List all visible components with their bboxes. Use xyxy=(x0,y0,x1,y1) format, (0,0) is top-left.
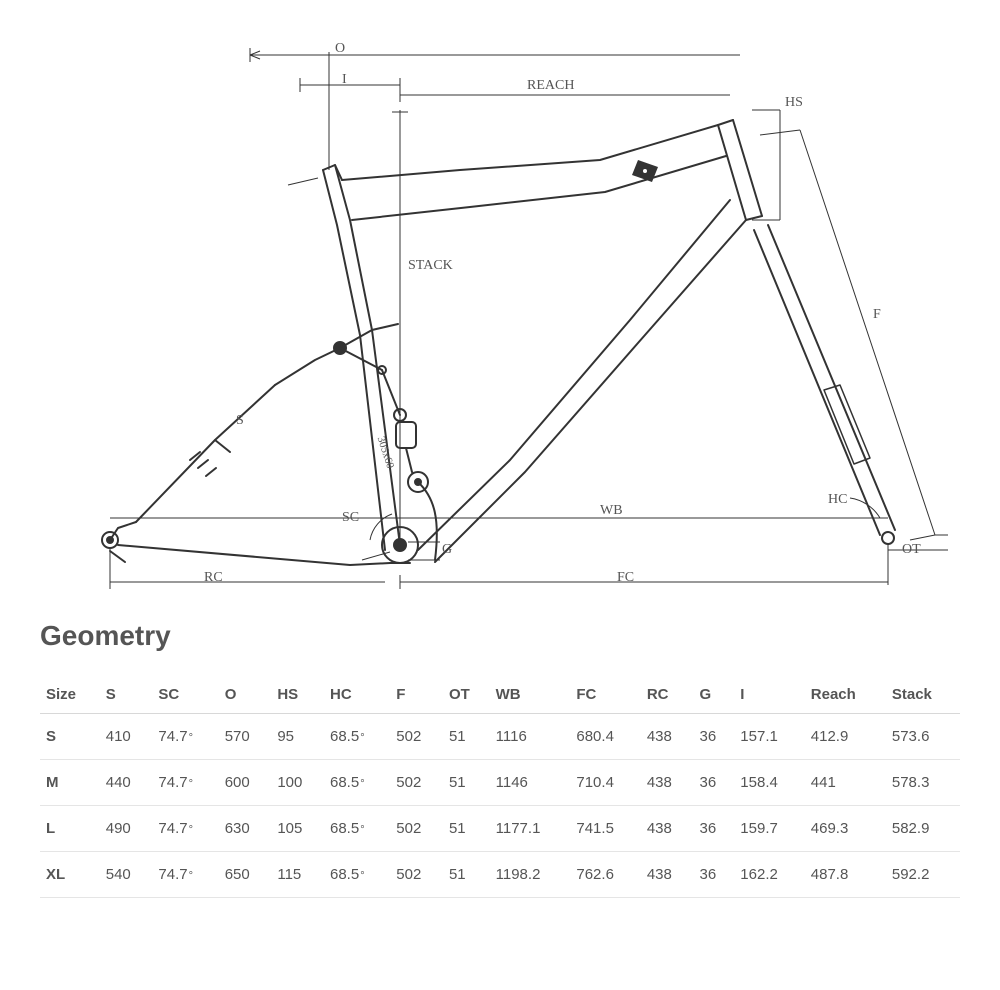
cell: 68.5 xyxy=(324,806,390,852)
label-OT: OT xyxy=(902,542,921,558)
cell: 540 xyxy=(100,852,153,898)
cell: 710.4 xyxy=(570,760,640,806)
cell: 1177.1 xyxy=(490,806,571,852)
cell: 438 xyxy=(641,806,694,852)
cell: 600 xyxy=(219,760,272,806)
cell: 762.6 xyxy=(570,852,640,898)
cell: 51 xyxy=(443,852,490,898)
cell: 487.8 xyxy=(805,852,886,898)
cell: 1198.2 xyxy=(490,852,571,898)
column-header: I xyxy=(734,676,804,714)
column-header: Size xyxy=(40,676,100,714)
cell: 68.5 xyxy=(324,760,390,806)
cell: 68.5 xyxy=(324,852,390,898)
cell: 578.3 xyxy=(886,760,960,806)
label-I: I xyxy=(342,72,347,88)
frame-geometry-diagram: O I REACH HS STACK F S SC WB HC OT FC RC… xyxy=(40,20,960,610)
cell: 502 xyxy=(390,714,443,760)
label-HS: HS xyxy=(785,95,803,111)
label-FC: FC xyxy=(617,570,634,586)
cell: 680.4 xyxy=(570,714,640,760)
cell: 74.7 xyxy=(152,852,218,898)
section-title: Geometry xyxy=(40,620,960,652)
column-header: HS xyxy=(271,676,324,714)
cell: 105 xyxy=(271,806,324,852)
cell: 74.7 xyxy=(152,760,218,806)
column-header: F xyxy=(390,676,443,714)
column-header: FC xyxy=(570,676,640,714)
cell: 502 xyxy=(390,852,443,898)
label-G: G xyxy=(442,542,452,558)
cell: 438 xyxy=(641,852,694,898)
cell: 74.7 xyxy=(152,714,218,760)
table-header: SizeSSCOHSHCFOTWBFCRCGIReachStack xyxy=(40,676,960,714)
cell: 630 xyxy=(219,806,272,852)
cell: 95 xyxy=(271,714,324,760)
cell: 502 xyxy=(390,806,443,852)
cell: 158.4 xyxy=(734,760,804,806)
label-HC: HC xyxy=(828,492,847,508)
cell: 741.5 xyxy=(570,806,640,852)
column-header: S xyxy=(100,676,153,714)
table-row: S41074.75709568.5502511116680.443836157.… xyxy=(40,714,960,760)
table-row: XL54074.765011568.5502511198.2762.643836… xyxy=(40,852,960,898)
cell: 115 xyxy=(271,852,324,898)
cell: 74.7 xyxy=(152,806,218,852)
table-row: L49074.763010568.5502511177.1741.5438361… xyxy=(40,806,960,852)
label-O: O xyxy=(335,41,345,57)
column-header: G xyxy=(694,676,735,714)
cell: 592.2 xyxy=(886,852,960,898)
cell: 570 xyxy=(219,714,272,760)
column-header: SC xyxy=(152,676,218,714)
cell: 100 xyxy=(271,760,324,806)
cell: 502 xyxy=(390,760,443,806)
cell: 36 xyxy=(694,852,735,898)
column-header: HC xyxy=(324,676,390,714)
label-STACK: STACK xyxy=(408,258,453,274)
cell: 36 xyxy=(694,760,735,806)
cell: 573.6 xyxy=(886,714,960,760)
column-header: WB xyxy=(490,676,571,714)
cell: 157.1 xyxy=(734,714,804,760)
cell: 410 xyxy=(100,714,153,760)
column-header: RC xyxy=(641,676,694,714)
label-F: F xyxy=(873,307,881,323)
cell: 159.7 xyxy=(734,806,804,852)
cell: 68.5 xyxy=(324,714,390,760)
cell: XL xyxy=(40,852,100,898)
frame-svg xyxy=(40,20,960,610)
cell: 441 xyxy=(805,760,886,806)
page: O I REACH HS STACK F S SC WB HC OT FC RC… xyxy=(0,0,1000,918)
column-header: Reach xyxy=(805,676,886,714)
cell: 36 xyxy=(694,714,735,760)
cell: 412.9 xyxy=(805,714,886,760)
column-header: O xyxy=(219,676,272,714)
cell: 1146 xyxy=(490,760,571,806)
cell: M xyxy=(40,760,100,806)
label-S: S xyxy=(236,413,244,429)
cell: 440 xyxy=(100,760,153,806)
cell: 1116 xyxy=(490,714,571,760)
cell: 438 xyxy=(641,760,694,806)
label-WB: WB xyxy=(600,503,623,519)
cell: 469.3 xyxy=(805,806,886,852)
cell: 582.9 xyxy=(886,806,960,852)
cell: S xyxy=(40,714,100,760)
table-row: M44074.760010068.5502511146710.443836158… xyxy=(40,760,960,806)
cell: 490 xyxy=(100,806,153,852)
cell: 650 xyxy=(219,852,272,898)
geometry-table: SizeSSCOHSHCFOTWBFCRCGIReachStack S41074… xyxy=(40,676,960,898)
cell: 51 xyxy=(443,760,490,806)
column-header: Stack xyxy=(886,676,960,714)
column-header: OT xyxy=(443,676,490,714)
cell: L xyxy=(40,806,100,852)
cell: 438 xyxy=(641,714,694,760)
label-RC: RC xyxy=(204,570,223,586)
cell: 36 xyxy=(694,806,735,852)
label-SC: SC xyxy=(342,510,359,526)
cell: 51 xyxy=(443,806,490,852)
cell: 51 xyxy=(443,714,490,760)
label-REACH: REACH xyxy=(527,78,574,94)
cell: 162.2 xyxy=(734,852,804,898)
